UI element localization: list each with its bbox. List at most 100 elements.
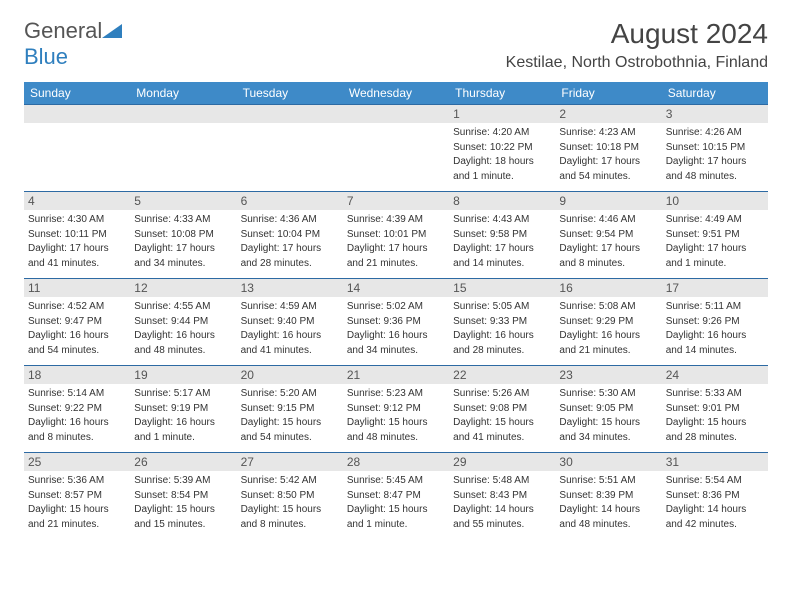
day-cell: 1Sunrise: 4:20 AMSunset: 10:22 PMDayligh… [449, 105, 555, 191]
day-info-line: and 15 minutes. [134, 518, 232, 532]
day-info-line: Daylight: 15 hours [134, 503, 232, 517]
day-cell: 11Sunrise: 4:52 AMSunset: 9:47 PMDayligh… [24, 279, 130, 365]
day-info: Sunrise: 4:26 AMSunset: 10:15 PMDaylight… [662, 123, 768, 187]
weekday-label: Monday [130, 82, 236, 104]
day-info-line: Daylight: 16 hours [134, 329, 232, 343]
day-cell: 31Sunrise: 5:54 AMSunset: 8:36 PMDayligh… [662, 453, 768, 539]
weekday-label: Friday [555, 82, 661, 104]
day-info: Sunrise: 5:11 AMSunset: 9:26 PMDaylight:… [662, 297, 768, 361]
day-cell: 10Sunrise: 4:49 AMSunset: 9:51 PMDayligh… [662, 192, 768, 278]
day-info-line: and 14 minutes. [453, 257, 551, 271]
empty-day-number [24, 105, 130, 123]
day-info-line: and 28 minutes. [241, 257, 339, 271]
location-label: Kestilae, North Ostrobothnia, Finland [506, 54, 768, 72]
day-info-line: Daylight: 17 hours [666, 242, 764, 256]
day-info-line: Sunrise: 5:02 AM [347, 300, 445, 314]
day-number: 1 [449, 105, 555, 123]
day-info-line: Sunset: 10:22 PM [453, 141, 551, 155]
week-row: 4Sunrise: 4:30 AMSunset: 10:11 PMDayligh… [24, 191, 768, 278]
day-info-line: and 28 minutes. [666, 431, 764, 445]
day-cell: 23Sunrise: 5:30 AMSunset: 9:05 PMDayligh… [555, 366, 661, 452]
day-cell: 27Sunrise: 5:42 AMSunset: 8:50 PMDayligh… [237, 453, 343, 539]
day-cell: 8Sunrise: 4:43 AMSunset: 9:58 PMDaylight… [449, 192, 555, 278]
day-info-line: and 41 minutes. [28, 257, 126, 271]
day-cell: 24Sunrise: 5:33 AMSunset: 9:01 PMDayligh… [662, 366, 768, 452]
day-number: 10 [662, 192, 768, 210]
day-info-line: Sunrise: 4:52 AM [28, 300, 126, 314]
day-number: 17 [662, 279, 768, 297]
weekday-label: Saturday [662, 82, 768, 104]
day-info: Sunrise: 5:33 AMSunset: 9:01 PMDaylight:… [662, 384, 768, 448]
day-number: 7 [343, 192, 449, 210]
day-info-line: Daylight: 17 hours [559, 155, 657, 169]
day-info-line: Daylight: 16 hours [347, 329, 445, 343]
day-info-line: Sunrise: 5:51 AM [559, 474, 657, 488]
day-info-line: Daylight: 15 hours [241, 416, 339, 430]
day-info-line: Sunrise: 4:33 AM [134, 213, 232, 227]
day-cell: 14Sunrise: 5:02 AMSunset: 9:36 PMDayligh… [343, 279, 449, 365]
day-cell [237, 105, 343, 191]
day-info-line: Sunrise: 4:43 AM [453, 213, 551, 227]
day-info-line: Daylight: 17 hours [453, 242, 551, 256]
day-info-line: Sunset: 8:39 PM [559, 489, 657, 503]
day-info-line: Daylight: 18 hours [453, 155, 551, 169]
logo-text-blue: Blue [24, 44, 68, 69]
day-cell: 4Sunrise: 4:30 AMSunset: 10:11 PMDayligh… [24, 192, 130, 278]
day-info-line: Sunset: 8:54 PM [134, 489, 232, 503]
day-info: Sunrise: 5:08 AMSunset: 9:29 PMDaylight:… [555, 297, 661, 361]
day-info-line: Daylight: 16 hours [28, 329, 126, 343]
day-info: Sunrise: 5:51 AMSunset: 8:39 PMDaylight:… [555, 471, 661, 535]
day-cell: 7Sunrise: 4:39 AMSunset: 10:01 PMDayligh… [343, 192, 449, 278]
day-info-line: Sunrise: 4:20 AM [453, 126, 551, 140]
day-cell: 2Sunrise: 4:23 AMSunset: 10:18 PMDayligh… [555, 105, 661, 191]
day-info-line: Sunrise: 4:55 AM [134, 300, 232, 314]
day-info-line: Sunset: 9:29 PM [559, 315, 657, 329]
day-cell [130, 105, 236, 191]
day-info-line: Sunset: 9:51 PM [666, 228, 764, 242]
day-info-line: Sunrise: 5:11 AM [666, 300, 764, 314]
day-cell: 21Sunrise: 5:23 AMSunset: 9:12 PMDayligh… [343, 366, 449, 452]
day-info-line: and 41 minutes. [453, 431, 551, 445]
day-cell: 19Sunrise: 5:17 AMSunset: 9:19 PMDayligh… [130, 366, 236, 452]
day-number: 28 [343, 453, 449, 471]
day-info: Sunrise: 4:59 AMSunset: 9:40 PMDaylight:… [237, 297, 343, 361]
day-info-line: and 21 minutes. [559, 344, 657, 358]
day-number: 3 [662, 105, 768, 123]
day-info-line: Sunrise: 5:26 AM [453, 387, 551, 401]
day-info-line: Sunset: 9:33 PM [453, 315, 551, 329]
day-info-line: and 34 minutes. [559, 431, 657, 445]
day-info-line: Sunrise: 5:54 AM [666, 474, 764, 488]
day-info: Sunrise: 5:23 AMSunset: 9:12 PMDaylight:… [343, 384, 449, 448]
day-info-line: Sunrise: 4:46 AM [559, 213, 657, 227]
day-info-line: Sunrise: 5:45 AM [347, 474, 445, 488]
day-info-line: Sunset: 9:05 PM [559, 402, 657, 416]
day-info: Sunrise: 5:48 AMSunset: 8:43 PMDaylight:… [449, 471, 555, 535]
day-number: 2 [555, 105, 661, 123]
day-number: 18 [24, 366, 130, 384]
day-cell: 22Sunrise: 5:26 AMSunset: 9:08 PMDayligh… [449, 366, 555, 452]
day-number: 12 [130, 279, 236, 297]
day-info-line: Daylight: 16 hours [28, 416, 126, 430]
day-cell: 13Sunrise: 4:59 AMSunset: 9:40 PMDayligh… [237, 279, 343, 365]
empty-day-number [343, 105, 449, 123]
day-info-line: Sunrise: 4:36 AM [241, 213, 339, 227]
day-info-line: Sunrise: 5:20 AM [241, 387, 339, 401]
day-info-line: Sunset: 9:19 PM [134, 402, 232, 416]
weekday-label: Thursday [449, 82, 555, 104]
day-info-line: Daylight: 17 hours [28, 242, 126, 256]
day-info: Sunrise: 5:39 AMSunset: 8:54 PMDaylight:… [130, 471, 236, 535]
day-info: Sunrise: 4:20 AMSunset: 10:22 PMDaylight… [449, 123, 555, 187]
day-info-line: Daylight: 17 hours [241, 242, 339, 256]
day-info-line: Daylight: 15 hours [347, 416, 445, 430]
calendar-grid: SundayMondayTuesdayWednesdayThursdayFrid… [24, 82, 768, 539]
day-info-line: Daylight: 16 hours [559, 329, 657, 343]
day-cell: 28Sunrise: 5:45 AMSunset: 8:47 PMDayligh… [343, 453, 449, 539]
day-info: Sunrise: 4:23 AMSunset: 10:18 PMDaylight… [555, 123, 661, 187]
day-info-line: and 1 minute. [347, 518, 445, 532]
day-info: Sunrise: 5:30 AMSunset: 9:05 PMDaylight:… [555, 384, 661, 448]
day-cell: 12 Sunrise: 4:55 AMSunset: 9:44 PMDayligh… [130, 279, 236, 365]
day-info-line: and 1 minute. [666, 257, 764, 271]
day-info-line: Sunset: 10:15 PM [666, 141, 764, 155]
day-info-line: Sunset: 9:44 PM [134, 315, 232, 329]
day-number: 9 [555, 192, 661, 210]
